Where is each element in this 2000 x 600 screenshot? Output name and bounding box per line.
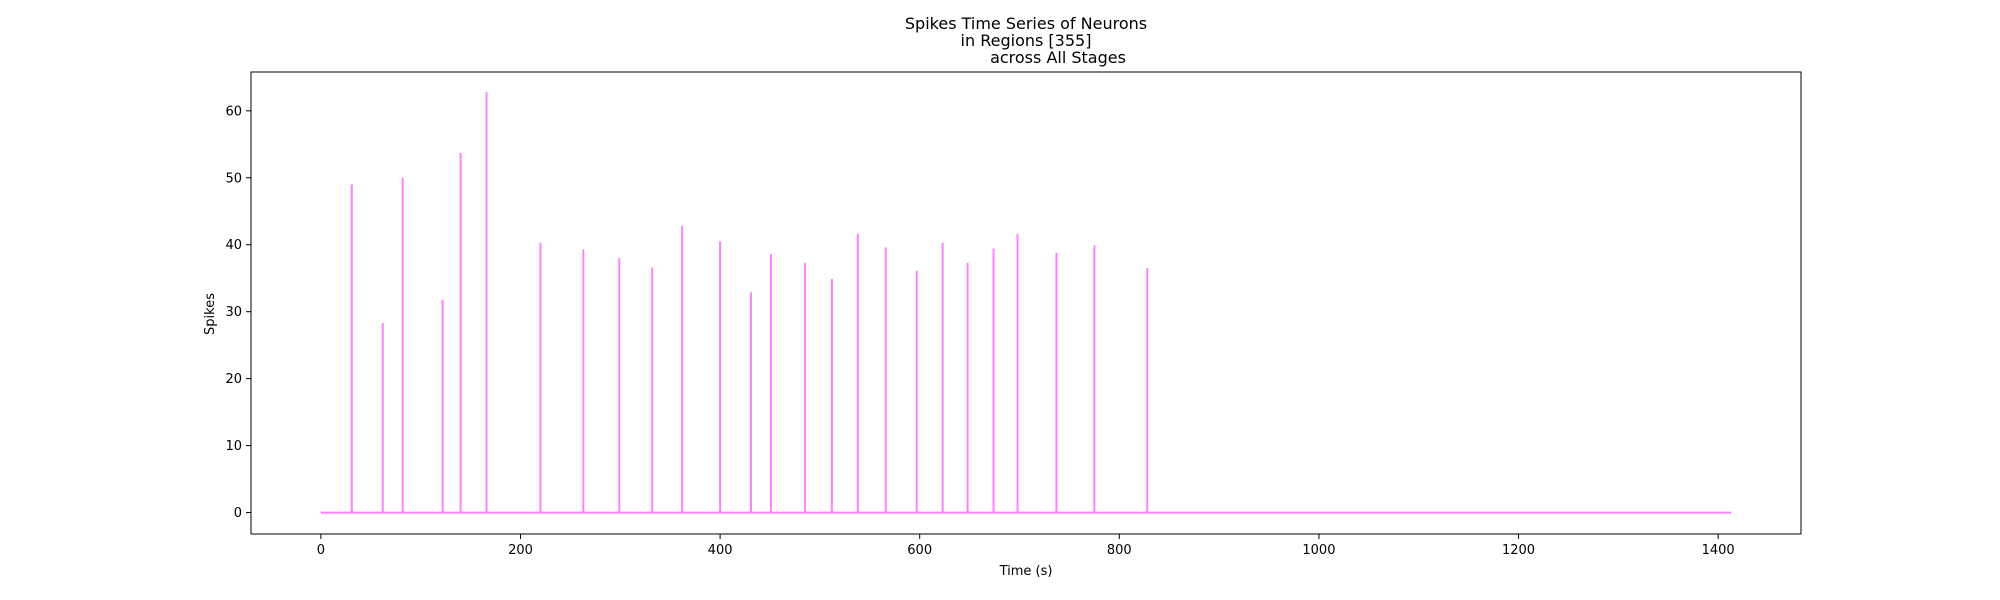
x-tick-label: 1000 (1302, 543, 1335, 558)
x-tick-label: 400 (708, 543, 733, 558)
x-tick-label: 1400 (1702, 543, 1735, 558)
title-line-1: Spikes Time Series of Neurons (905, 14, 1147, 33)
y-tick-label: 60 (225, 104, 242, 119)
y-tick-label: 20 (225, 372, 242, 387)
x-tick-label: 600 (907, 543, 932, 558)
plot-area (320, 92, 1732, 514)
x-tick-label: 1200 (1502, 543, 1535, 558)
y-tick-label: 30 (225, 305, 242, 320)
y-axis-label: Spikes (203, 293, 218, 335)
title-line-2: in Regions [355] (961, 31, 1092, 50)
x-tick-label: 0 (317, 543, 325, 558)
y-tick-label: 0 (234, 506, 242, 521)
y-tick-label: 50 (225, 171, 242, 186)
x-tick-label: 200 (508, 543, 533, 558)
chart-title: Spikes Time Series of Neurons in Regions… (905, 14, 1147, 67)
title-line-3: across All Stages (990, 48, 1126, 67)
plot-frame (250, 71, 1802, 535)
y-tick-label: 40 (225, 238, 242, 253)
y-tick-label: 10 (225, 439, 242, 454)
x-tick-label: 800 (1107, 543, 1132, 558)
x-axis-label: Time (s) (999, 564, 1053, 579)
axes: 0 200 400 600 800 1000 1200 1400 0 10 20 30 40 50 60 (225, 71, 1802, 558)
